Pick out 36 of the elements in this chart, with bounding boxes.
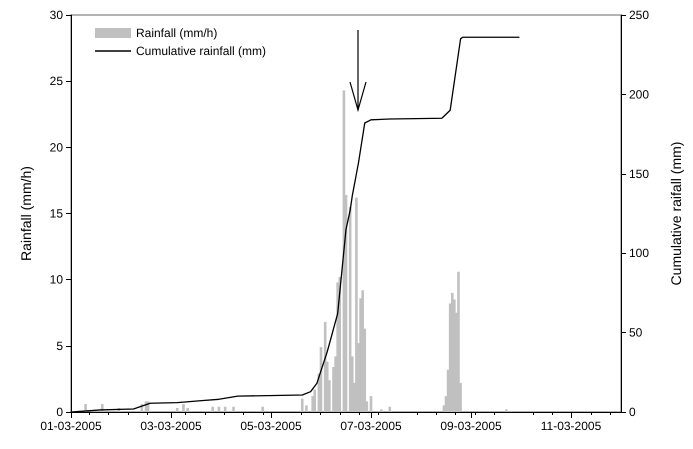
bar <box>232 406 235 412</box>
y-tick-label: 0 <box>56 405 64 419</box>
y2-axis-title: Cumulative raifall (mm) <box>668 142 684 286</box>
y-tick-label: 5 <box>56 338 64 353</box>
bar <box>370 396 372 412</box>
x-tick-label: 11-03-2005 <box>540 419 602 433</box>
bar <box>300 398 304 412</box>
y-tick-label: 15 <box>50 206 64 220</box>
bar <box>224 406 226 412</box>
bar <box>211 406 214 412</box>
y2-tick-label: 200 <box>629 87 650 102</box>
y2-tick-label: 50 <box>629 326 643 340</box>
y-tick-label: 20 <box>50 140 64 154</box>
y-tick-label: 25 <box>50 74 64 88</box>
bar <box>182 404 185 412</box>
bar <box>388 406 392 412</box>
y2-tick-label: 0 <box>629 405 636 419</box>
x-tick-label: 05-03-2005 <box>240 419 302 433</box>
bar <box>355 198 358 412</box>
y2-tick-label: 150 <box>629 166 650 181</box>
legend-label: Cumulative rainfall (mm) <box>136 44 266 58</box>
x-tick-label: 09-03-2005 <box>440 419 502 433</box>
bar <box>186 408 189 412</box>
y-tick-label: 30 <box>50 8 64 22</box>
legend-label: Rainfall (mm/h) <box>136 26 218 40</box>
bar <box>218 406 220 412</box>
y2-tick-label: 250 <box>629 8 650 22</box>
x-tick-label: 01-03-2005 <box>40 419 102 433</box>
bar <box>176 408 179 412</box>
y2-tick-label: 100 <box>629 246 650 260</box>
x-tick-label: 07-03-2005 <box>340 419 402 433</box>
y-tick-label: 10 <box>50 272 64 287</box>
x-tick-label: 03-03-2005 <box>140 419 202 433</box>
y-axis-title: Rainfall (mm/h) <box>18 166 34 261</box>
bar <box>457 272 460 412</box>
bar <box>261 406 264 412</box>
